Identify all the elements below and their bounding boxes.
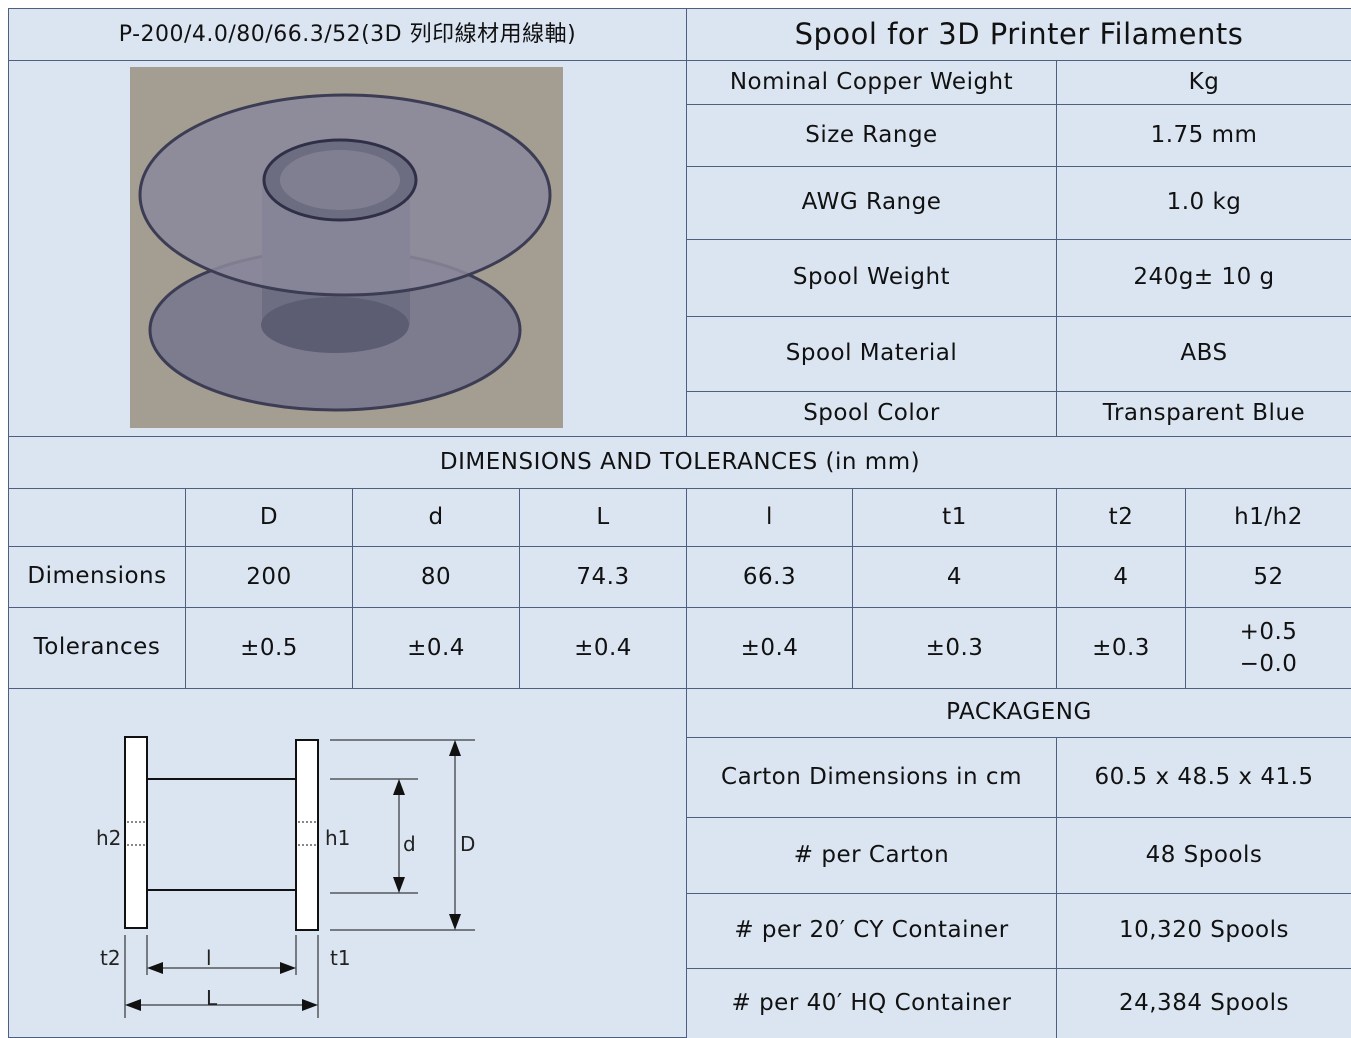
spec-value: 240g± 10 g	[1056, 239, 1351, 317]
dimension-header: h1/h2	[1185, 488, 1351, 547]
packaging-title: PACKAGENG	[686, 688, 1351, 738]
dimension-value: +0.5 −0.0	[1185, 607, 1351, 689]
spec-value: 1.0 kg	[1056, 166, 1351, 240]
header-right: Spool for 3D Printer Filaments	[686, 8, 1351, 61]
row-label: Tolerances	[8, 607, 186, 689]
dimension-value: 52	[1185, 546, 1351, 608]
spec-value: 1.75 mm	[1056, 104, 1351, 167]
packaging-value: 10,320 Spools	[1056, 893, 1351, 969]
dimension-value: ±0.5	[185, 607, 353, 689]
spool-photo	[130, 67, 563, 428]
spec-label: AWG Range	[686, 166, 1057, 240]
dimensions-title: DIMENSIONS AND TOLERANCES (in mm)	[8, 436, 1351, 489]
dimension-value: ±0.3	[1056, 607, 1186, 689]
spec-value: Kg	[1056, 60, 1351, 105]
spec-label: Spool Material	[686, 316, 1057, 392]
label-h1: h1	[325, 826, 350, 850]
packaging-value: 24,384 Spools	[1056, 968, 1351, 1038]
spool-diagram	[124, 736, 475, 1018]
label-l: l	[206, 946, 212, 970]
packaging-label: Carton Dimensions in cm	[686, 737, 1057, 818]
dimension-value: ±0.4	[686, 607, 853, 689]
packaging-label: # per Carton	[686, 817, 1057, 894]
dimension-value: 66.3	[686, 546, 853, 608]
dimension-header: l	[686, 488, 853, 547]
label-L: L	[206, 986, 218, 1010]
dimension-header: t1	[852, 488, 1057, 547]
spec-value: Transparent Blue	[1056, 391, 1351, 437]
label-t2: t2	[100, 946, 121, 970]
header-left: P-200/4.0/80/66.3/52(3D 列印線材用線軸)	[8, 8, 687, 61]
text-line: −0.0	[1239, 651, 1298, 677]
empty-header	[8, 488, 186, 547]
spec-label: Nominal Copper Weight	[686, 60, 1057, 105]
dimension-value: 74.3	[519, 546, 687, 608]
label-h2: h2	[96, 826, 121, 850]
dimension-value: ±0.3	[852, 607, 1057, 689]
arrowheads	[125, 740, 461, 1011]
row-label: Dimensions	[8, 546, 186, 608]
packaging-label: # per 40′ HQ Container	[686, 968, 1057, 1038]
dimension-value: 4	[852, 546, 1057, 608]
label-d: d	[403, 832, 416, 856]
text-line: +0.5	[1239, 618, 1298, 645]
diagram-cell	[8, 688, 687, 1038]
spec-label: Spool Weight	[686, 239, 1057, 317]
dimension-value: ±0.4	[519, 607, 687, 689]
dimension-value: ±0.4	[352, 607, 520, 689]
packaging-value: 60.5 x 48.5 x 41.5	[1056, 737, 1351, 818]
spec-label: Size Range	[686, 104, 1057, 167]
label-t1: t1	[330, 946, 351, 970]
dimension-header: D	[185, 488, 353, 547]
dimension-header: d	[352, 488, 520, 547]
label-D: D	[460, 832, 475, 856]
